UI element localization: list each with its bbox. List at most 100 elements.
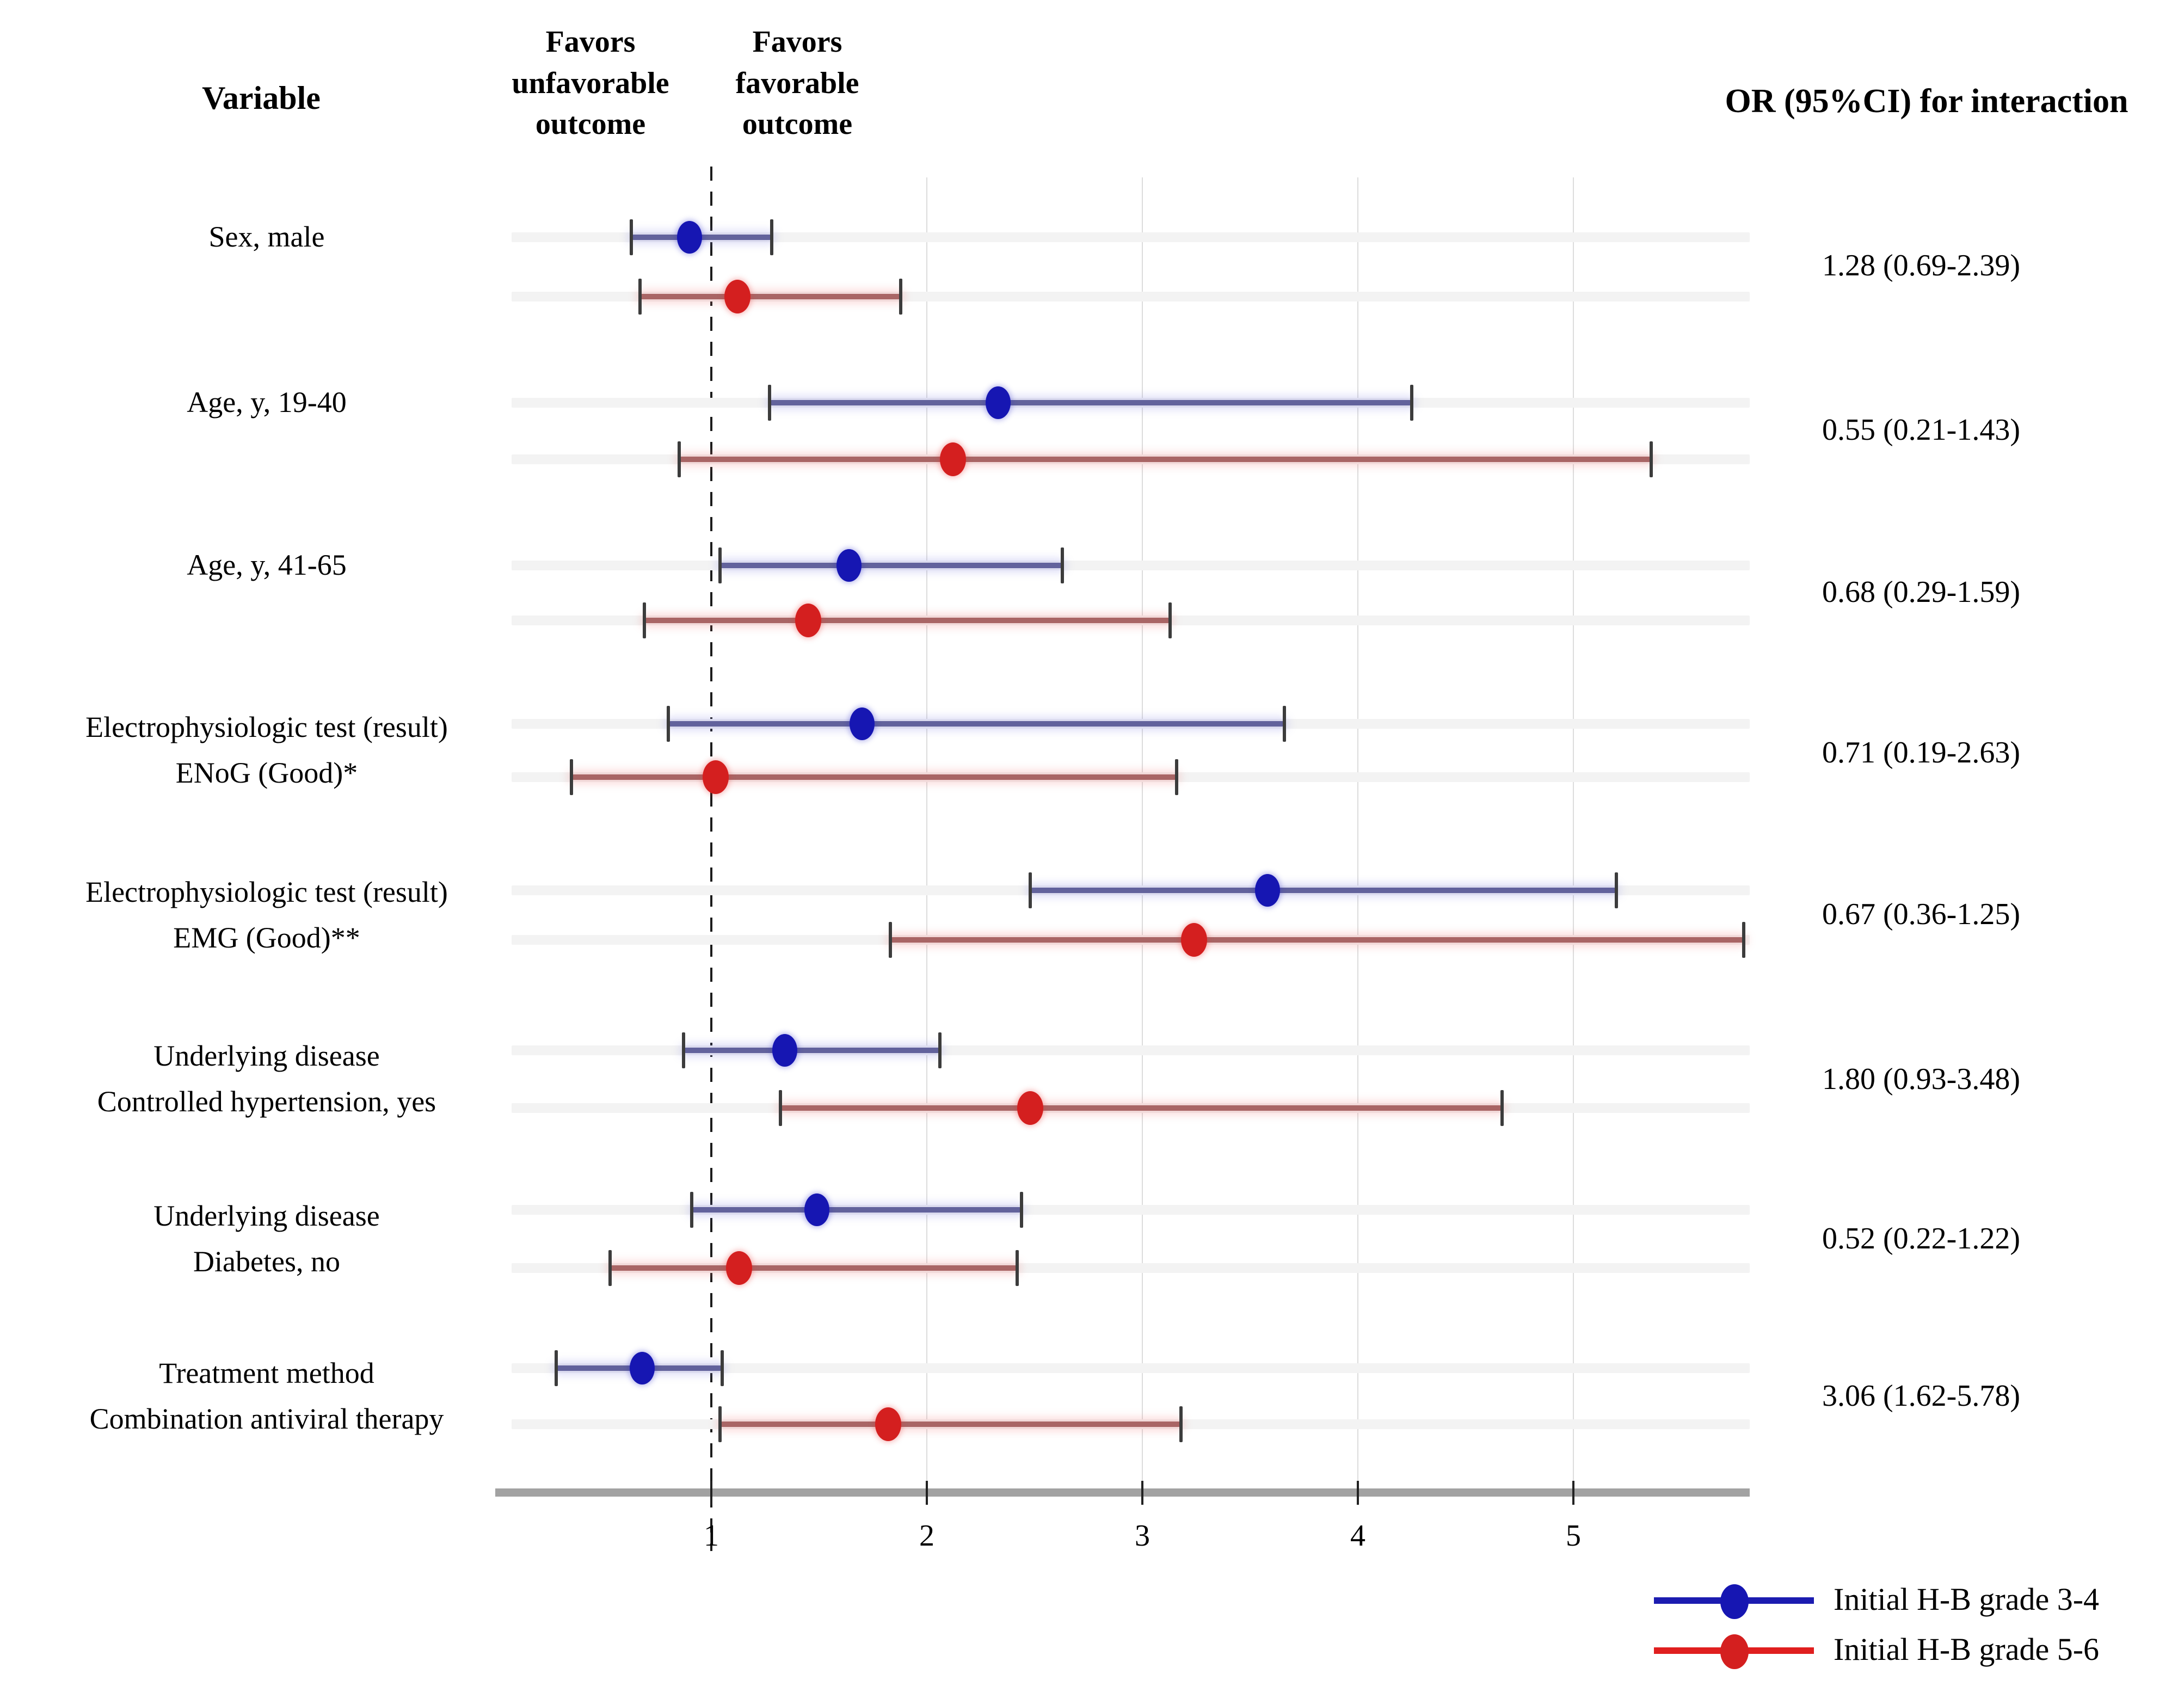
- row-label: Age, y, 41-65: [187, 549, 347, 581]
- ci-bar-red: [679, 457, 1651, 462]
- ci-cap-blue: [720, 1350, 724, 1386]
- ci-bar-blue: [769, 400, 1412, 405]
- x-axis-tick-label-1: 1: [704, 1519, 719, 1553]
- or-ci-value: 3.06 (1.62-5.78): [1822, 1379, 2020, 1413]
- legend-dot-swatch: [1720, 1584, 1749, 1619]
- x-axis-tick-1: [710, 1481, 712, 1505]
- ci-cap-red: [1649, 441, 1653, 477]
- ci-cap-red: [1179, 1406, 1183, 1442]
- ci-bar-red: [890, 937, 1744, 943]
- row-label: Age, y, 19-40: [187, 386, 347, 419]
- ci-bar-blue: [692, 1207, 1022, 1213]
- point-estimate-blue: [1254, 874, 1280, 907]
- row-label: Electrophysiologic test (result) EMG (Goo…: [85, 876, 448, 954]
- ci-cap-blue: [1283, 706, 1287, 742]
- or-ci-value: 0.67 (0.36-1.25): [1822, 897, 2020, 931]
- ci-cap-red: [1742, 922, 1745, 958]
- ci-cap-red: [643, 602, 647, 638]
- point-estimate-red: [702, 760, 729, 794]
- x-axis-line: [495, 1488, 1750, 1497]
- or-ci-value: 0.55 (0.21-1.43): [1822, 413, 2020, 447]
- gridline-2: [926, 177, 927, 1488]
- ci-cap-red: [899, 279, 903, 315]
- point-estimate-blue: [677, 221, 703, 254]
- row-guide-band: [512, 232, 1750, 242]
- ci-bar-red: [610, 1265, 1018, 1271]
- or-ci-value: 1.80 (0.93-3.48): [1822, 1062, 2020, 1096]
- or-ci-value: 1.28 (0.69-2.39): [1822, 249, 2020, 282]
- point-estimate-blue: [804, 1193, 830, 1226]
- ci-bar-red: [640, 294, 901, 299]
- point-estimate-blue: [985, 386, 1011, 419]
- row-label: Electrophysiologic test (result) ENoG (Go…: [85, 711, 448, 789]
- ci-bar-red: [571, 774, 1177, 780]
- ci-bar-blue: [719, 563, 1063, 568]
- ci-bar-blue: [1030, 888, 1617, 893]
- ci-bar-blue: [668, 721, 1285, 727]
- row-label: Underlying disease Controlled hypertensio…: [97, 1039, 436, 1118]
- ci-cap-blue: [690, 1192, 694, 1228]
- point-estimate-blue: [836, 549, 862, 582]
- ci-cap-blue: [681, 1032, 685, 1068]
- ci-cap-blue: [938, 1032, 942, 1068]
- x-axis-tick-label-3: 3: [1135, 1519, 1150, 1553]
- point-estimate-red: [726, 1251, 753, 1285]
- ci-bar-red: [780, 1105, 1503, 1111]
- x-axis-tick-4: [1357, 1481, 1359, 1505]
- point-estimate-red: [795, 604, 822, 637]
- x-axis-tick-2: [926, 1481, 928, 1505]
- row-guide-band: [512, 1363, 1750, 1373]
- or-ci-value: 0.52 (0.22-1.22): [1822, 1222, 2020, 1256]
- x-axis-tick-label-2: 2: [919, 1519, 934, 1553]
- column-header-favors-unfavorable: Favors unfavorable outcome: [512, 25, 669, 141]
- ci-cap-blue: [1020, 1192, 1024, 1228]
- ci-cap-blue: [770, 219, 773, 255]
- gridline-4: [1357, 177, 1358, 1488]
- x-axis-tick-3: [1141, 1481, 1143, 1505]
- or-ci-value: 0.68 (0.29-1.59): [1822, 575, 2020, 609]
- ci-cap-blue: [767, 385, 771, 421]
- legend-dot-swatch: [1720, 1634, 1749, 1669]
- gridline-3: [1142, 177, 1143, 1488]
- x-axis-tick-5: [1572, 1481, 1574, 1505]
- point-estimate-blue: [630, 1352, 655, 1385]
- ci-cap-blue: [554, 1350, 558, 1386]
- row-label: Underlying disease Diabetes, no: [153, 1199, 380, 1278]
- point-estimate-red: [939, 442, 966, 476]
- row-label: Treatment method Combination antiviral th…: [89, 1357, 444, 1435]
- ci-cap-red: [608, 1250, 612, 1286]
- ci-cap-red: [1168, 602, 1172, 638]
- column-header-variable: Variable: [202, 80, 321, 116]
- ci-bar-red: [719, 1422, 1182, 1427]
- point-estimate-blue: [772, 1034, 797, 1067]
- ci-cap-red: [569, 759, 573, 795]
- ci-cap-red: [778, 1090, 782, 1126]
- ci-cap-blue: [666, 706, 670, 742]
- column-header-favors-favorable: Favors favorable outcome: [735, 25, 859, 141]
- point-estimate-red: [875, 1407, 901, 1441]
- row-label: Sex, male: [208, 220, 325, 253]
- or-ci-value: 0.71 (0.19-2.63): [1822, 736, 2020, 770]
- ci-cap-red: [1016, 1250, 1019, 1286]
- point-estimate-red: [1017, 1091, 1044, 1125]
- row-guide-band: [512, 561, 1750, 570]
- ci-cap-red: [888, 922, 892, 958]
- point-estimate-red: [1181, 923, 1208, 957]
- ci-cap-blue: [630, 219, 633, 255]
- point-estimate-blue: [850, 707, 875, 740]
- ci-cap-blue: [1029, 872, 1032, 908]
- point-estimate-red: [724, 280, 750, 313]
- legend-label: Initial H-B grade 3-4: [1834, 1582, 2100, 1617]
- ci-cap-blue: [1615, 872, 1619, 908]
- ci-bar-red: [644, 618, 1171, 623]
- legend-label: Initial H-B grade 5-6: [1834, 1632, 2100, 1667]
- gridline-5: [1573, 177, 1574, 1488]
- ci-cap-blue: [718, 547, 722, 583]
- x-axis-tick-label-4: 4: [1350, 1519, 1365, 1553]
- ci-cap-red: [1175, 759, 1179, 795]
- column-header-or-ci: OR (95%CI) for interaction: [1725, 83, 2128, 120]
- ci-cap-red: [1500, 1090, 1504, 1126]
- ci-cap-red: [638, 279, 642, 315]
- ci-cap-blue: [1061, 547, 1065, 583]
